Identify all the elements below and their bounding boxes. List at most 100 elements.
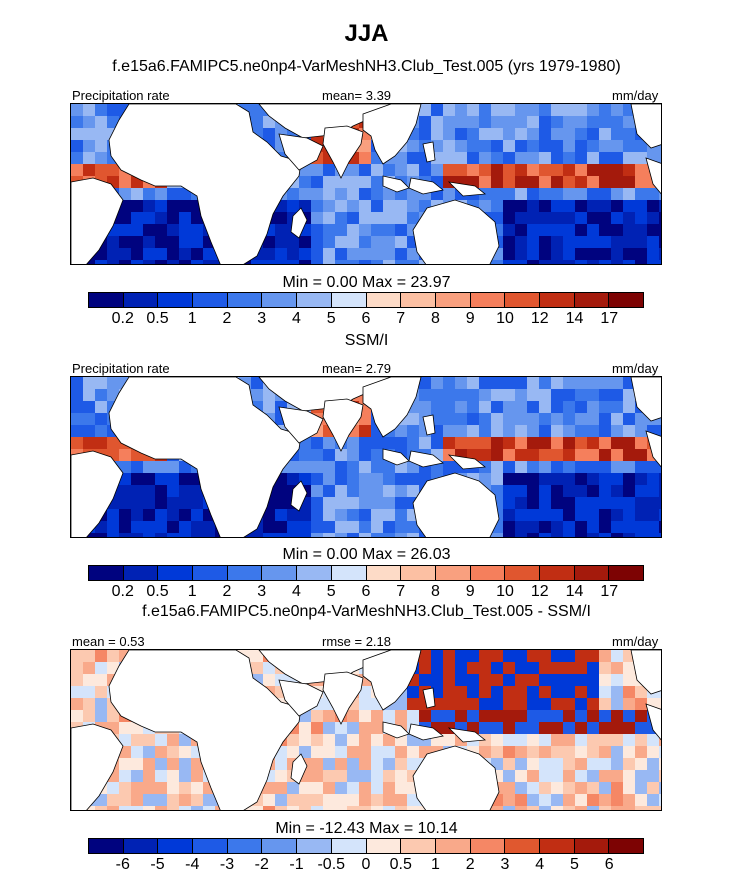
colorbar-swatch	[505, 566, 540, 580]
colorbar-swatch	[609, 293, 643, 307]
land-mass	[447, 181, 487, 197]
colorbar-swatch	[297, 566, 332, 580]
land-mass	[645, 157, 661, 195]
land-mass	[71, 177, 124, 264]
colorbar-swatch	[89, 566, 124, 580]
land-mass	[362, 650, 422, 711]
land-mass	[412, 745, 500, 810]
land-mass	[630, 104, 661, 149]
colorbar-swatch	[366, 293, 402, 307]
panel-1-minmax: Min = 0.00 Max = 23.97	[282, 274, 451, 291]
land-mass	[322, 125, 364, 179]
colorbar-swatch	[89, 839, 124, 853]
colorbar-tick-label: 12	[530, 583, 549, 600]
colorbar-tick-label: 5	[326, 310, 336, 327]
panel-3-units-label: mm/day	[612, 634, 659, 649]
colorbar-swatch	[123, 566, 159, 580]
panel-1-mean-label: mean= 3.39	[322, 88, 392, 103]
colorbar-swatch	[193, 566, 228, 580]
colorbar-tick-label: 0.5	[146, 583, 169, 600]
land-mass	[290, 480, 308, 512]
colorbar-swatch	[539, 566, 575, 580]
model-map-svg	[71, 104, 661, 264]
colorbar-tick-label: 1	[187, 310, 197, 327]
colorbar-tick-label: 4	[292, 583, 301, 600]
colorbar-swatch	[193, 293, 228, 307]
colorbar-tick-label: -1	[289, 856, 304, 873]
colorbar-tick-label: -4	[185, 856, 200, 873]
panel-2-colorbar-ticks: 0.2 0.5 1 2 3 4 5 6 7 8 9 10 12 14 17	[88, 583, 644, 603]
colorbar-tick-label: 2	[465, 856, 475, 873]
colorbar-tick-label: 9	[465, 310, 475, 327]
land-mass	[630, 377, 661, 422]
colorbar-swatch	[262, 293, 298, 307]
panel-3-map	[70, 649, 662, 811]
colorbar-swatch	[331, 566, 367, 580]
panel-1-subtitle: f.e15a6.FAMIPC5.ne0np4-VarMeshNH3.Club_T…	[112, 58, 621, 75]
land-mass	[382, 721, 410, 739]
land-mass	[408, 723, 444, 741]
land-mass	[278, 133, 324, 171]
colorbar-swatch	[574, 566, 610, 580]
colorbar-tick-label: 9	[465, 583, 475, 600]
colorbar-tick-label: 0.5	[146, 310, 169, 327]
panel-2-mean-label: mean= 2.79	[322, 361, 392, 376]
land-mass	[290, 753, 308, 785]
colorbar-tick-label: -0.5	[317, 856, 346, 873]
colorbar-swatch	[539, 293, 575, 307]
panel-3-mean-label: mean = 0.53	[72, 634, 145, 649]
land-mass	[412, 199, 500, 264]
land-mass	[422, 414, 436, 436]
panel-3-colorbar	[88, 838, 644, 854]
land-mass	[322, 671, 364, 725]
colorbar-swatch	[262, 839, 298, 853]
colorbar-tick-label: 3	[257, 583, 267, 600]
land-mass	[362, 377, 422, 438]
colorbar-tick-label: 0	[361, 856, 371, 873]
colorbar-swatch	[227, 293, 263, 307]
colorbar-tick-label: 17	[600, 310, 619, 327]
colorbar-tick-label: 6	[604, 856, 614, 873]
land-mass	[447, 454, 487, 470]
panel-2-colorbar	[88, 565, 644, 581]
colorbar-swatch	[505, 839, 540, 853]
obs-map-svg	[71, 377, 661, 537]
colorbar-swatch	[609, 839, 643, 853]
colorbar-tick-label: 5	[326, 583, 336, 600]
colorbar-swatch	[609, 566, 643, 580]
colorbar-tick-label: 0.5	[389, 856, 412, 873]
land-mass	[422, 141, 436, 163]
land-mass	[645, 703, 661, 741]
land-mass	[108, 377, 302, 537]
colorbar-swatch	[158, 839, 194, 853]
colorbar-swatch	[89, 293, 124, 307]
land-mass	[278, 679, 324, 717]
colorbar-swatch	[574, 839, 610, 853]
land-mass	[422, 687, 436, 709]
panel-1-variable-label: Precipitation rate	[72, 88, 170, 103]
land-mass	[412, 472, 500, 537]
colorbar-swatch	[227, 839, 263, 853]
colorbar-swatch	[435, 839, 471, 853]
colorbar-tick-label: 6	[361, 583, 371, 600]
colorbar-swatch	[331, 839, 367, 853]
panel-2-subtitle: SSM/I	[344, 332, 389, 349]
colorbar-swatch	[193, 839, 228, 853]
colorbar-swatch	[331, 293, 367, 307]
colorbar-swatch	[539, 839, 575, 853]
land-mass	[71, 723, 124, 810]
colorbar-swatch	[366, 839, 402, 853]
panel-1-map	[70, 103, 662, 265]
colorbar-swatch	[470, 566, 506, 580]
colorbar-tick-label: 0.2	[111, 310, 134, 327]
panel-3-minmax: Min = -12.43 Max = 10.14	[275, 820, 458, 837]
panel-3-colorbar-ticks: -6 -5 -4 -3 -2 -1 -0.5 0 0.5 1 2 3 4 5 6	[88, 856, 644, 876]
colorbar-tick-label: 4	[535, 856, 545, 873]
land-mass	[362, 104, 422, 165]
land-mass	[382, 175, 410, 193]
colorbar-tick-label: 4	[292, 310, 301, 327]
colorbar-swatch	[123, 839, 159, 853]
colorbar-tick-label: 10	[496, 583, 514, 600]
colorbar-tick-label: 17	[600, 583, 619, 600]
colorbar-swatch	[505, 293, 540, 307]
